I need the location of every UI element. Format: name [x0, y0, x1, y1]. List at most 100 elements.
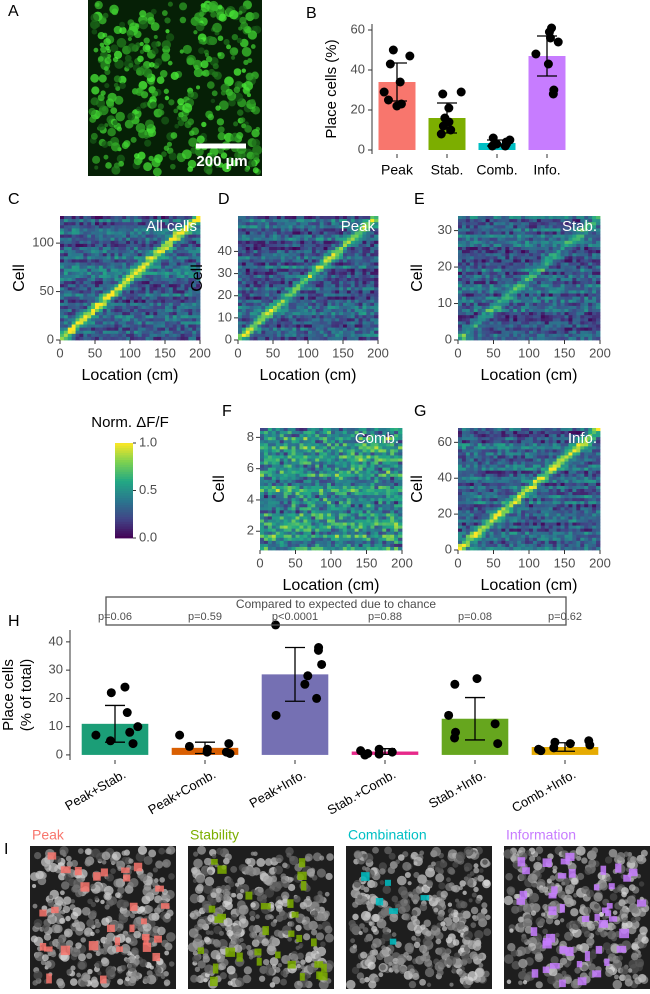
heatmap-cell: [339, 306, 343, 310]
heatmap-cell: [103, 290, 107, 294]
heatmap-cell: [320, 300, 324, 304]
heatmap-cell: [238, 232, 242, 236]
heatmap-cell: [257, 318, 261, 322]
heatmap-cell: [192, 244, 196, 248]
heatmap-cell: [79, 232, 83, 236]
cell-blob: [263, 959, 269, 965]
heatmap-cell: [188, 297, 192, 301]
heatmap-cell: [181, 284, 185, 288]
heatmap-cell: [126, 294, 130, 298]
heatmap-cell: [370, 238, 374, 242]
heatmap-cell: [103, 297, 107, 301]
heatmap-cell: [118, 247, 122, 251]
cell-blob: [415, 956, 424, 965]
heatmap-cell: [246, 219, 250, 223]
cell-blob: [388, 867, 395, 874]
heatmap-cell: [273, 294, 277, 298]
heatmap-cell: [339, 290, 343, 294]
heatmap-cell: [118, 263, 122, 267]
cell-blob: [121, 965, 126, 970]
heatmap-cell: [308, 275, 312, 279]
heatmap-cell: [134, 312, 138, 316]
heatmap-cell: [146, 312, 150, 316]
heatmap-cell: [196, 325, 200, 329]
heatmap-cell: [161, 294, 165, 298]
cell-blob: [189, 130, 195, 136]
heatmap-cell: [153, 287, 157, 291]
heatmap-cell: [320, 312, 324, 316]
heatmap-cell: [312, 266, 316, 270]
heatmap-cell: [196, 309, 200, 313]
heatmap-cell: [320, 222, 324, 226]
heatmap-cell: [265, 287, 269, 291]
heatmap-cell: [181, 241, 185, 245]
cell-blob: [198, 47, 205, 54]
heatmap-cell: [327, 266, 331, 270]
heatmap-cell: [169, 337, 173, 341]
heatmap-cell: [72, 228, 76, 232]
heatmap-cell: [362, 297, 366, 301]
heatmap-cell: [250, 216, 254, 220]
cell-blob: [135, 23, 139, 27]
heatmap-cell: [114, 241, 118, 245]
cell-blob: [169, 961, 175, 967]
cell-blob: [471, 907, 478, 914]
cell-blob: [237, 893, 244, 900]
cell-blob: [207, 81, 215, 89]
heatmap-cell: [153, 272, 157, 276]
data-point: [549, 90, 558, 99]
heatmap-cell: [72, 272, 76, 276]
heatmap-cell: [238, 259, 242, 263]
x-tick-label: Stab.: [431, 162, 464, 178]
heatmap-cell: [320, 278, 324, 282]
heatmap-cell: [289, 287, 293, 291]
heatmap-cell: [68, 303, 72, 307]
heatmap-cell: [83, 278, 87, 282]
heatmap-cell: [99, 225, 103, 229]
heatmap-cell: [359, 269, 363, 273]
heatmap-cell: [173, 334, 177, 338]
heatmap-cell: [362, 275, 366, 279]
cell-blob: [360, 885, 365, 890]
cell-blob: [254, 935, 259, 940]
heatmap-cell: [308, 290, 312, 294]
heatmap-cell: [142, 250, 146, 254]
heatmap-cell: [261, 297, 265, 301]
heatmap-cell: [292, 315, 296, 319]
heatmap-cell: [257, 287, 261, 291]
heatmap-cell: [138, 306, 142, 310]
cell-blob: [212, 71, 218, 77]
heatmap-cell: [188, 250, 192, 254]
heatmap-cell: [79, 325, 83, 329]
heatmap-cell: [134, 244, 138, 248]
heatmap-cell: [68, 275, 72, 279]
heatmap-cell: [362, 315, 366, 319]
heatmap-cell: [192, 318, 196, 322]
heatmap-cell: [316, 303, 320, 307]
heatmap-cell: [107, 328, 111, 332]
heatmap-cell: [196, 306, 200, 310]
heatmap-cell: [374, 287, 378, 291]
cell-blob: [153, 168, 162, 177]
heatmap-cell: [370, 253, 374, 257]
heatmap-cell: [261, 287, 265, 291]
heatmap-cell: [83, 321, 87, 325]
cell-blob: [204, 964, 214, 974]
heatmap-cell: [181, 318, 185, 322]
heatmap-cell: [153, 328, 157, 332]
cell-blob: [239, 905, 249, 915]
heatmap-cell: [374, 235, 378, 239]
heatmap-cell: [173, 294, 177, 298]
heatmap-cell: [257, 309, 261, 313]
heatmap-cell: [91, 253, 95, 257]
heatmap-cell: [289, 232, 293, 236]
microscopy-image: [503, 846, 650, 989]
heatmap-cell: [261, 250, 265, 254]
heatmap-cell: [273, 287, 277, 291]
heatmap-cell: [238, 269, 242, 273]
place-cell-overlay: [599, 920, 608, 928]
heatmap-cell: [177, 256, 181, 260]
heatmap-cell: [142, 309, 146, 313]
heatmap-cell: [149, 256, 153, 260]
heatmap-cell: [347, 287, 351, 291]
